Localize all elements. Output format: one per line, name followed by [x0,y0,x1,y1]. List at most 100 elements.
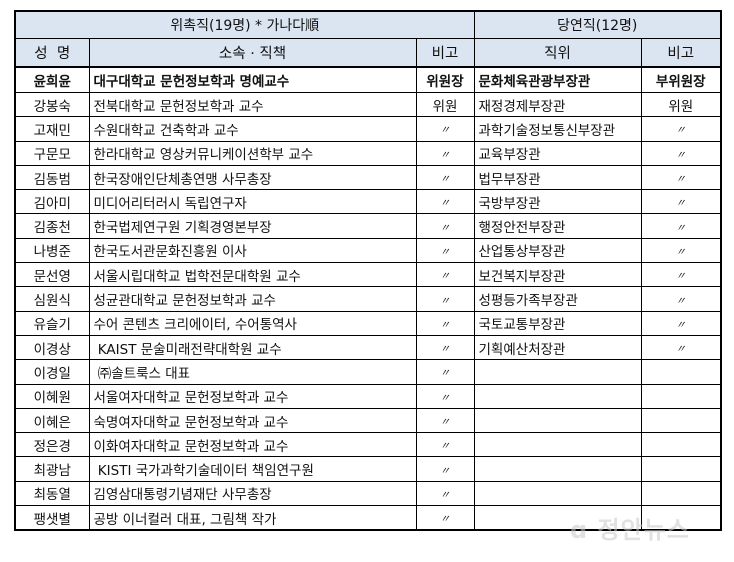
ex-officio-note: 〃 [640,286,722,312]
member-name: 문선영 [14,262,90,288]
member-note: 〃 [415,189,475,215]
member-note: 〃 [415,116,475,142]
ex-officio-position: 성평등가족부장관 [473,286,642,312]
ex-officio-position [473,359,642,385]
table-row: 최광남 KISTI 국가과학기술데이터 책임연구원 〃 [14,456,722,482]
member-name: 유슬기 [14,310,90,336]
member-name: 김종천 [14,213,90,239]
member-affiliation: 수원대학교 건축학과 교수 [88,116,417,142]
table-row: 팽샛별 공방 이너컬러 대표, 그림책 작가 〃 [14,505,722,531]
member-name: 이혜은 [14,407,90,434]
member-name: 심원식 [14,286,90,312]
col-note2-header: 비고 [640,38,722,68]
ex-officio-position: 국방부장관 [473,189,642,215]
member-name: 정은경 [14,432,90,458]
member-note: 〃 [415,407,475,434]
table-row: 이혜원 서울여자대학교 문헌정보학과 교수 〃 [14,383,722,409]
table-row: 유슬기 수어 콘텐츠 크리에이터, 수어통역사 〃 국토교통부장관 〃 [14,310,722,336]
ex-officio-note: 〃 [640,237,722,264]
table-row: 이경상 KAIST 문술미래전략대학원 교수 〃 기획예산처장관 〃 [14,334,722,361]
member-name: 나병준 [14,237,90,264]
member-note: 〃 [415,140,475,166]
col-position-header: 직위 [473,38,642,68]
member-note: 〃 [415,262,475,288]
ex-officio-note [640,359,722,385]
member-note: 위원 [415,91,475,118]
table-row: 고재민 수원대학교 건축학과 교수 〃 과학기술정보통신부장관 〃 [14,116,722,142]
ex-officio-note: 〃 [640,140,722,166]
ex-officio-note: 〃 [640,310,722,336]
table-row: 강봉숙 전북대학교 문헌정보학과 교수 위원 재정경제부장관 위원 [14,91,722,118]
member-note: 〃 [415,432,475,458]
ex-officio-note: 〃 [640,189,722,215]
col-name-header: 성 명 [14,38,90,68]
member-affiliation: 한국장애인단체총연맹 사무총장 [88,164,417,191]
table-row: 이혜은 숙명여자대학교 문헌정보학과 교수 〃 [14,407,722,434]
member-note: 〃 [415,456,475,482]
ex-officio-note: 위원 [640,91,722,118]
member-affiliation: 서울여자대학교 문헌정보학과 교수 [88,383,417,409]
member-affiliation: 김영삼대통령기념재단 사무총장 [88,480,417,507]
member-affiliation: 한라대학교 영상커뮤니케이션학부 교수 [88,140,417,166]
member-note: 〃 [415,164,475,191]
ex-officio-position [473,480,642,507]
ex-officio-note [640,480,722,507]
member-name: 이경상 [14,334,90,361]
table-row: 정은경 이화여자대학교 문헌정보학과 교수 〃 [14,432,722,458]
ex-officio-position: 산업통상부장관 [473,237,642,264]
ex-officio-note [640,432,722,458]
member-affiliation: KAIST 문술미래전략대학원 교수 [88,334,417,361]
member-affiliation: 전북대학교 문헌정보학과 교수 [88,91,417,118]
member-note: 〃 [415,505,475,531]
member-affiliation: 서울시립대학교 법학전문대학원 교수 [88,262,417,288]
ex-officio-position: 행정안전부장관 [473,213,642,239]
member-affiliation: 한국법제연구원 기획경영본부장 [88,213,417,239]
member-name: 팽샛별 [14,505,90,531]
col-affiliation-header: 소속 · 직책 [88,38,417,68]
member-name: 구문모 [14,140,90,166]
member-note: 〃 [415,213,475,239]
ex-officio-note: 부위원장 [640,66,722,93]
ex-officio-note [640,407,722,434]
table-row: 최동열 김영삼대통령기념재단 사무총장 〃 [14,480,722,507]
col-note-header: 비고 [415,38,475,68]
table-row: 문선영 서울시립대학교 법학전문대학원 교수 〃 보건복지부장관 〃 [14,262,722,288]
member-affiliation: 수어 콘텐츠 크리에이터, 수어통역사 [88,310,417,336]
member-name: 최광남 [14,456,90,482]
member-name: 최동열 [14,480,90,507]
member-note: 〃 [415,480,475,507]
ex-officio-note [640,505,722,531]
member-name: 윤희윤 [14,66,90,93]
member-name: 이혜원 [14,383,90,409]
member-affiliation: 한국도서관문화진흥원 이사 [88,237,417,264]
member-name: 이경일 [14,359,90,385]
appointed-members-header: 위촉직(19명) * 가나다順 [14,10,475,39]
member-affiliation: 공방 이너컬러 대표, 그림책 작가 [88,505,417,531]
ex-officio-note: 〃 [640,213,722,239]
ex-officio-position [473,383,642,409]
member-affiliation: ㈜솔트룩스 대표 [88,359,417,385]
member-name: 김아미 [14,189,90,215]
ex-officio-position: 국토교통부장관 [473,310,642,336]
committee-members-table: 위촉직(19명) * 가나다順 당연직(12명) 성 명 소속 · 직책 비고 … [14,10,723,532]
member-note: 〃 [415,383,475,409]
member-note: 〃 [415,310,475,336]
member-affiliation: 미디어리터러시 독립연구자 [88,189,417,215]
ex-officio-note: 〃 [640,334,722,361]
member-name: 강봉숙 [14,91,90,118]
table-row: 김종천 한국법제연구원 기획경영본부장 〃 행정안전부장관 〃 [14,213,722,239]
member-affiliation: 이화여자대학교 문헌정보학과 교수 [88,432,417,458]
member-affiliation: 성균관대학교 문헌정보학과 교수 [88,286,417,312]
ex-officio-position: 과학기술정보통신부장관 [473,116,642,142]
member-note: 위원장 [415,66,475,93]
ex-officio-position [473,505,642,531]
ex-officio-members-header: 당연직(12명) [473,10,722,39]
member-name: 김동범 [14,164,90,191]
member-note: 〃 [415,286,475,312]
table-row: 구문모 한라대학교 영상커뮤니케이션학부 교수 〃 교육부장관 〃 [14,140,722,166]
table-row: 김아미 미디어리터러시 독립연구자 〃 국방부장관 〃 [14,189,722,215]
member-affiliation: KISTI 국가과학기술데이터 책임연구원 [88,456,417,482]
ex-officio-position: 교육부장관 [473,140,642,166]
ex-officio-position: 재정경제부장관 [473,91,642,118]
ex-officio-note: 〃 [640,262,722,288]
